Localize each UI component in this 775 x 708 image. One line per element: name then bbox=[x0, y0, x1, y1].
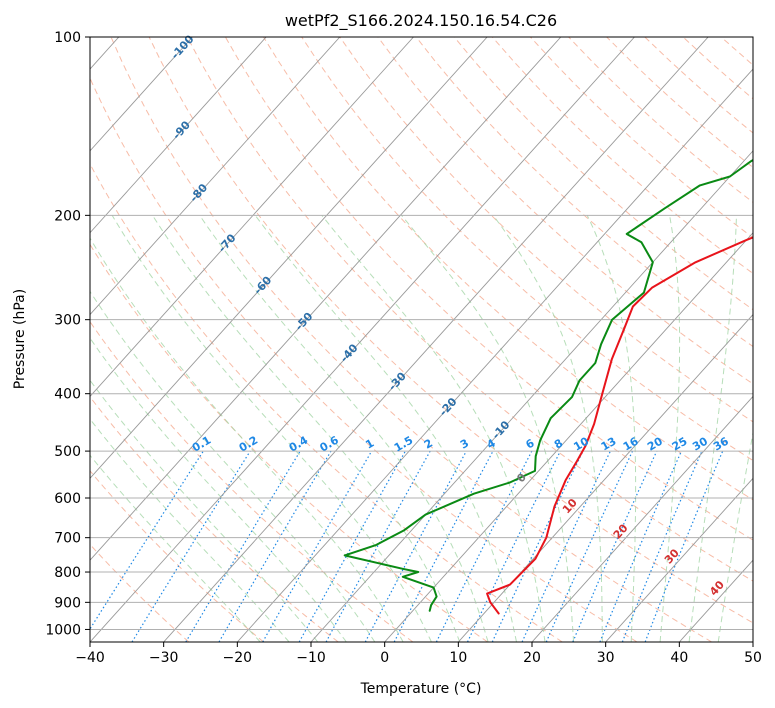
isotherm-line bbox=[90, 37, 193, 152]
y-tick-label: 300 bbox=[54, 313, 81, 329]
x-tick-label: 10 bbox=[449, 650, 467, 666]
background-lines bbox=[90, 37, 753, 642]
moist-adiabat-line bbox=[586, 215, 637, 642]
x-tick-label: −10 bbox=[296, 650, 326, 666]
x-tick-label: 0 bbox=[380, 650, 389, 666]
x-tick-label: 30 bbox=[597, 650, 615, 666]
mixing-ratio-line bbox=[435, 450, 533, 642]
moist-adiabat-line bbox=[401, 214, 575, 642]
moist-adiabat-line bbox=[492, 215, 603, 642]
y-tick-label: 800 bbox=[54, 565, 81, 581]
mixing-ratio-line bbox=[90, 450, 204, 631]
moist-adiabat-line bbox=[254, 214, 517, 642]
moist-adiabat-line bbox=[90, 290, 376, 642]
mixing-ratio-line bbox=[298, 450, 406, 642]
mixing-ratio-line bbox=[644, 450, 724, 642]
chart-title: wetPf2_S166.2024.150.16.54.C26 bbox=[285, 11, 557, 31]
isotherm-line bbox=[90, 37, 341, 316]
dry-adiabat-line bbox=[90, 162, 563, 642]
x-tick-label: −40 bbox=[75, 650, 105, 666]
dry-adiabat-line bbox=[90, 543, 190, 642]
moist-adiabat-line bbox=[321, 214, 546, 642]
mixing-ratio-line bbox=[364, 450, 467, 642]
isotherm-line bbox=[310, 150, 753, 642]
moist-adiabat-line bbox=[688, 215, 737, 642]
profile-series bbox=[343, 158, 753, 615]
moist-adiabat-line bbox=[90, 418, 290, 642]
y-tick-label: 200 bbox=[54, 208, 81, 224]
y-axis-label: Pressure (hPa) bbox=[12, 289, 28, 389]
dry-adiabat-line bbox=[90, 470, 264, 642]
isotherm-line bbox=[605, 477, 753, 642]
x-tick-label: 40 bbox=[670, 650, 688, 666]
dry-adiabat-line bbox=[453, 37, 753, 311]
moist-adiabat-line bbox=[659, 215, 681, 642]
dry-adiabat-line bbox=[110, 37, 712, 642]
isotherm-line bbox=[531, 395, 753, 642]
mixing-ratio-line bbox=[572, 450, 658, 642]
dry-adiabat-line bbox=[377, 37, 753, 385]
dewpoint-line bbox=[343, 158, 753, 612]
dry-adiabat-line bbox=[90, 243, 488, 642]
isotherm-line bbox=[457, 313, 753, 642]
x-tick-label: −20 bbox=[223, 650, 253, 666]
x-tick-label: 20 bbox=[523, 650, 541, 666]
mixing-ratio-line bbox=[599, 450, 682, 642]
x-axis-label: Temperature (°C) bbox=[360, 681, 482, 697]
moist-adiabat-line bbox=[90, 237, 404, 642]
isotherm-line bbox=[90, 37, 635, 642]
moist-adiabat-line bbox=[111, 215, 432, 642]
dry-adiabat-line bbox=[148, 37, 753, 624]
mixing-ratio-line bbox=[545, 450, 634, 642]
moist-adiabat-line bbox=[90, 454, 261, 642]
y-tick-label: 600 bbox=[54, 491, 81, 507]
y-tick-label: 1000 bbox=[45, 622, 81, 638]
isotherm-line bbox=[236, 68, 753, 642]
mixing-ratio-line bbox=[621, 450, 703, 642]
moist-adiabat-line bbox=[717, 430, 753, 642]
y-tick-label: 700 bbox=[54, 531, 81, 547]
isotherm-line bbox=[90, 37, 414, 398]
dry-adiabat-line bbox=[90, 396, 339, 642]
isotherm-line bbox=[163, 37, 709, 642]
y-tick-label: 400 bbox=[54, 387, 81, 403]
y-tick-label: 100 bbox=[54, 30, 81, 46]
temperature-line bbox=[486, 236, 753, 615]
moist-adiabat-line bbox=[152, 215, 461, 642]
plot-frame bbox=[89, 36, 754, 643]
mixing-ratio-line bbox=[325, 450, 431, 642]
x-axis: −40 −30 −20 −10 0 10 20 30 40 50 bbox=[75, 642, 762, 666]
y-tick-label: 900 bbox=[54, 595, 81, 611]
x-tick-label: −30 bbox=[149, 650, 179, 666]
isotherm-line bbox=[90, 37, 267, 234]
isotherm-line bbox=[90, 37, 562, 561]
isotherm-line bbox=[384, 232, 753, 642]
y-tick-label: 500 bbox=[54, 444, 81, 460]
isotherm-line bbox=[90, 37, 488, 479]
x-tick-label: 50 bbox=[744, 650, 762, 666]
y-axis: 100 200 300 400 500 600 700 800 900 1000 bbox=[45, 30, 90, 638]
